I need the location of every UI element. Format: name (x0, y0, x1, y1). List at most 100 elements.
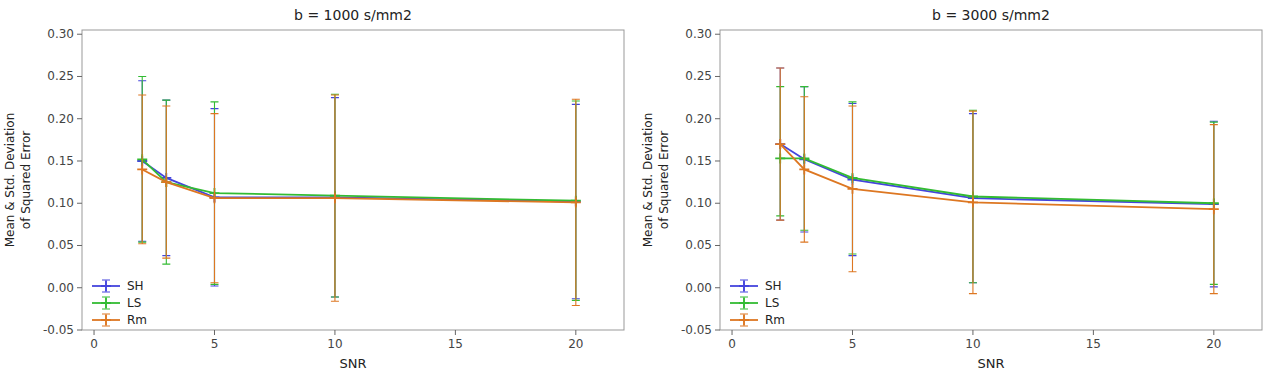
y-tick (715, 34, 720, 35)
legend-errorbar (102, 297, 110, 309)
y-tick-label: 0.25 (685, 69, 712, 83)
y-axis-label-line: Mean & Std. Deviation (3, 113, 17, 248)
legend: SH LS Rm (92, 279, 147, 327)
title: b = 3000 s/mm2 (932, 7, 1050, 23)
y-axis-label: Mean & Std. Deviationof Squared Error (641, 113, 671, 248)
error-bar (1210, 125, 1218, 294)
y-tick (77, 76, 82, 77)
data-point (775, 139, 785, 149)
error-bar (776, 68, 784, 220)
x-tick-label: 15 (448, 337, 463, 351)
x-tick-label: 15 (1086, 337, 1101, 351)
y-tick-label: 0.00 (685, 281, 712, 295)
y-tick (77, 34, 82, 35)
legend-marker (739, 315, 749, 325)
x-tick (214, 330, 215, 335)
data-point (968, 197, 978, 207)
x-tick-label: 20 (1206, 337, 1221, 351)
x-tick (732, 330, 733, 335)
error-bar (162, 106, 170, 258)
data-point (847, 184, 857, 194)
error-bar (210, 109, 218, 286)
data-point (209, 193, 219, 203)
legend-errorbar (102, 280, 110, 292)
data-point (799, 164, 809, 174)
legend-label: Rm (127, 313, 147, 327)
x-tick (455, 330, 456, 335)
y-tick (77, 160, 82, 161)
y-axis-label-line: Mean & Std. Deviation (641, 113, 655, 248)
figure: -0.050.000.050.100.150.200.250.300510152… (0, 0, 1276, 379)
legend-errorbar (740, 314, 748, 326)
legend-errorbar (740, 297, 748, 309)
legend-label: SH (127, 279, 144, 293)
y-tick-label: 0.10 (685, 196, 712, 210)
legend-marker (739, 281, 749, 291)
x-tick-label: 0 (90, 337, 98, 351)
x-axis-label: SNR (339, 356, 366, 371)
y-tick-label: 0.10 (47, 196, 74, 210)
y-tick-label: 0.25 (47, 69, 74, 83)
error-bar (210, 114, 218, 283)
data-point (161, 177, 171, 187)
y-tick (715, 118, 720, 119)
y-tick (77, 330, 82, 331)
legend-marker (101, 298, 111, 308)
y-tick-label: 0.30 (47, 27, 74, 41)
legend-marker (101, 315, 111, 325)
y-tick (77, 118, 82, 119)
y-tick (77, 203, 82, 204)
data-point (330, 192, 340, 202)
series-line (142, 159, 576, 200)
y-tick (77, 287, 82, 288)
y-tick-label: 0.30 (685, 27, 712, 41)
y-tick-label: 0.20 (47, 112, 74, 126)
y-tick (715, 245, 720, 246)
y-tick-label: 0.05 (47, 238, 74, 252)
y-tick-label: 0.20 (685, 112, 712, 126)
data-point (161, 177, 171, 187)
data-point (1209, 204, 1219, 214)
x-tick (972, 330, 973, 335)
series-line (780, 144, 1214, 209)
legend: SH LS Rm (730, 279, 785, 327)
series-line (780, 158, 1214, 203)
legend-label: LS (127, 296, 141, 310)
panel: -0.050.000.050.100.150.200.250.300510152… (641, 7, 1262, 371)
error-bar (138, 95, 146, 244)
legend-label: LS (765, 296, 779, 310)
data-point (571, 197, 581, 207)
error-bar (800, 97, 808, 242)
error-bar (572, 99, 580, 305)
y-tick-label: 0.00 (47, 281, 74, 295)
plot-data (137, 76, 581, 305)
x-tick (94, 330, 95, 335)
plot-data (775, 68, 1219, 294)
legend-label: SH (765, 279, 782, 293)
data-point (137, 164, 147, 174)
error-bar (210, 102, 218, 285)
y-tick (715, 330, 720, 331)
y-tick (715, 203, 720, 204)
legend-marker (739, 298, 749, 308)
x-tick-label: 0 (728, 337, 736, 351)
y-axis-label-line: of Squared Error (19, 131, 33, 229)
series-line (142, 169, 576, 202)
legend-label: Rm (765, 313, 785, 327)
y-tick (715, 76, 720, 77)
title: b = 1000 s/mm2 (294, 7, 412, 23)
y-axis-label-line: of Squared Error (657, 131, 671, 229)
legend-errorbar (102, 314, 110, 326)
x-tick-label: 10 (327, 337, 342, 351)
y-tick (715, 160, 720, 161)
x-tick (575, 330, 576, 335)
x-tick-label: 5 (211, 337, 219, 351)
x-tick (334, 330, 335, 335)
error-bar (162, 100, 170, 264)
x-axis-label: SNR (977, 356, 1004, 371)
x-tick-label: 5 (849, 337, 857, 351)
data-point (571, 197, 581, 207)
x-tick-label: 10 (965, 337, 980, 351)
error-bar (776, 68, 784, 220)
y-tick-label: -0.05 (43, 323, 74, 337)
